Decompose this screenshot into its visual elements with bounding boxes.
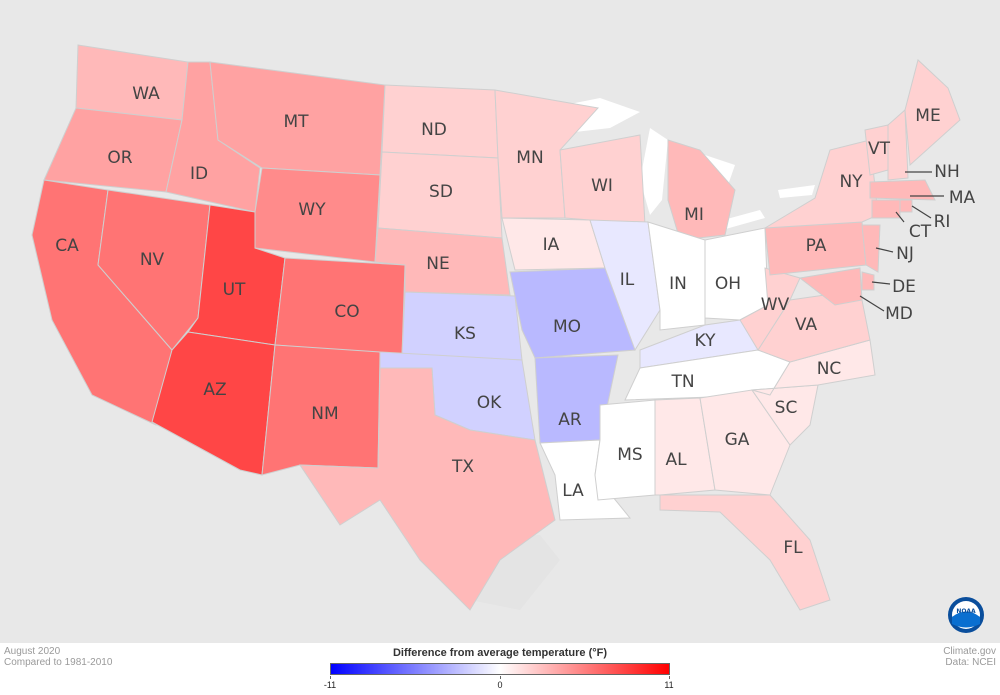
- lake-michigan: [640, 128, 668, 215]
- state-label-va: VA: [795, 315, 818, 335]
- state-al: [654, 397, 716, 496]
- state-in: [647, 221, 706, 331]
- state-nh: [887, 108, 909, 181]
- state-de: [861, 271, 875, 291]
- legend-mid-label: 0: [497, 680, 503, 690]
- state-label-az: AZ: [203, 380, 226, 400]
- state-label-ne: NE: [426, 254, 449, 274]
- source-data-label: Data: NCEI: [945, 657, 996, 668]
- state-label-vt: VT: [868, 139, 891, 159]
- state-label-wi: WI: [591, 176, 613, 196]
- baseline-label: Compared to 1981-2010: [4, 657, 113, 668]
- noaa-logo-icon: NOAA: [948, 597, 984, 633]
- state-mi: [667, 139, 736, 241]
- nj-leader-line: [875, 247, 894, 253]
- state-fl: [659, 494, 831, 611]
- state-label-nj: NJ: [896, 244, 914, 264]
- state-label-tx: TX: [451, 457, 474, 477]
- state-label-ri: RI: [934, 212, 951, 232]
- state-mo: [509, 267, 636, 359]
- state-label-id: ID: [190, 164, 208, 184]
- state-label-oh: OH: [715, 274, 741, 294]
- source-site-label: Climate.gov: [943, 646, 996, 657]
- state-ga: [699, 389, 791, 496]
- state-label-ia: IA: [543, 235, 560, 255]
- state-label-ma: MA: [949, 188, 976, 208]
- state-label-ut: UT: [223, 280, 246, 300]
- state-label-ny: NY: [839, 172, 863, 192]
- state-label-ok: OK: [477, 393, 502, 413]
- state-md: [798, 267, 863, 306]
- state-il: [589, 219, 661, 352]
- state-nv: [97, 189, 211, 351]
- state-label-nd: ND: [421, 120, 447, 140]
- state-label-nv: NV: [140, 250, 165, 270]
- legend-tick-min: [330, 676, 331, 679]
- noaa-logo-text: NOAA: [956, 608, 976, 615]
- state-ma: [869, 179, 936, 201]
- de-leader-line: [871, 281, 891, 285]
- legend-min-label: -11: [323, 680, 337, 690]
- state-label-sd: SD: [429, 182, 453, 202]
- state-label-me: ME: [915, 106, 940, 126]
- state-label-ga: GA: [725, 430, 750, 450]
- legend-tick-max: [669, 676, 670, 679]
- state-label-nh: NH: [934, 162, 960, 182]
- state-label-tn: TN: [670, 372, 694, 392]
- state-tx: [299, 367, 556, 611]
- state-label-pa: PA: [806, 236, 827, 256]
- state-nj: [861, 224, 881, 273]
- state-label-wy: WY: [298, 200, 326, 220]
- state-label-de: DE: [892, 277, 916, 297]
- state-label-ks: KS: [454, 324, 476, 344]
- state-ct: [871, 199, 901, 219]
- temperature-anomaly-map: WA OR CA ID NV UT AZ MT WY CO NM ND SD NE KS OK TX MN IA MO…: [0, 0, 1000, 643]
- ct-leader-line: [895, 211, 905, 223]
- state-label-wa: WA: [132, 84, 160, 104]
- state-label-ky: KY: [695, 331, 717, 351]
- md-leader-line: [859, 295, 885, 312]
- legend-tick-mid: [500, 676, 501, 679]
- lake-ontario: [778, 185, 815, 198]
- state-label-al: AL: [665, 450, 687, 470]
- legend-title: Difference from average temperature (°F): [392, 647, 608, 659]
- state-label-ca: CA: [55, 236, 79, 256]
- state-label-sc: SC: [775, 398, 798, 418]
- legend-max-label: 11: [664, 680, 674, 690]
- state-label-co: CO: [334, 302, 359, 322]
- state-label-md: MD: [885, 304, 913, 324]
- state-label-ar: AR: [558, 410, 582, 430]
- state-label-mi: MI: [684, 205, 704, 225]
- state-label-mt: MT: [283, 112, 309, 132]
- state-label-ct: CT: [909, 222, 932, 242]
- state-label-nm: NM: [311, 404, 338, 424]
- state-label-nc: NC: [817, 359, 842, 379]
- state-label-fl: FL: [783, 538, 803, 558]
- footer: August 2020 Compared to 1981-2010 Climat…: [0, 643, 1000, 695]
- state-label-la: LA: [562, 481, 584, 501]
- state-ri: [899, 199, 913, 213]
- map-canvas: WA OR CA ID NV UT AZ MT WY CO NM ND SD NE KS OK TX MN IA MO…: [31, 44, 984, 633]
- legend-color-bar: [330, 663, 670, 675]
- state-label-ms: MS: [617, 445, 642, 465]
- state-me: [904, 59, 961, 167]
- ri-leader-line: [911, 205, 932, 219]
- period-label: August 2020: [4, 646, 61, 657]
- state-label-wv: WV: [761, 295, 790, 315]
- state-label-mo: MO: [553, 317, 581, 337]
- state-label-il: IL: [620, 270, 635, 290]
- state-wy: [254, 167, 381, 263]
- state-label-or: OR: [107, 148, 132, 168]
- state-label-in: IN: [669, 274, 687, 294]
- state-label-mn: MN: [516, 148, 543, 168]
